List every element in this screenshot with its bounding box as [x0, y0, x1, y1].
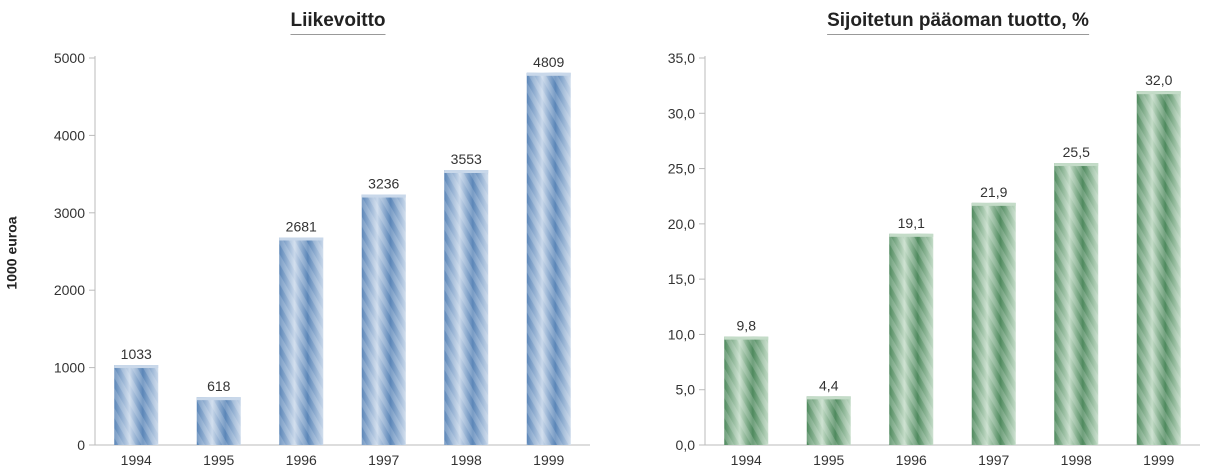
bar-top-edge [114, 365, 159, 369]
data-label: 1033 [121, 346, 152, 362]
y-tick-label: 4000 [54, 127, 85, 143]
chart-title: Liikevoitto [290, 10, 386, 35]
y-tick-label: 25,0 [668, 161, 695, 177]
bar-top-edge [526, 72, 571, 76]
y-tick-label: 15,0 [668, 271, 695, 287]
y-tick-label: 20,0 [668, 216, 695, 232]
data-label: 4,4 [819, 377, 839, 393]
data-label: 32,0 [1145, 72, 1172, 88]
bar-top-edge [806, 396, 851, 400]
bar-texture [279, 237, 324, 445]
bar-texture [361, 194, 406, 445]
x-tick-label: 1997 [978, 452, 1009, 468]
bar-top-edge [724, 336, 769, 340]
bar-texture [889, 233, 934, 445]
chart-title: Sijoitetun pääoman tuotto, % [827, 10, 1089, 35]
y-tick-label: 0 [77, 437, 85, 453]
bar-texture [1136, 91, 1181, 446]
data-label: 618 [207, 378, 231, 394]
data-label: 3553 [451, 151, 482, 167]
y-tick-label: 5000 [54, 50, 85, 66]
bar-top-edge [971, 202, 1016, 206]
bar-top-edge [1054, 163, 1099, 167]
data-label: 3236 [368, 176, 399, 192]
x-tick-label: 1996 [896, 452, 927, 468]
y-tick-label: 3000 [54, 205, 85, 221]
y-tick-label: 1000 [54, 360, 85, 376]
bar-texture [114, 365, 159, 445]
y-tick-label: 5,0 [676, 382, 696, 398]
bar-chart-liikevoitto: 0 1000 2000 3000 4000 5000 1033 1994 618 1995 2681… [54, 50, 590, 468]
y-tick-label: 2000 [54, 282, 85, 298]
data-label: 9,8 [737, 318, 757, 334]
bar-texture [806, 396, 851, 445]
bar-top-edge [279, 237, 324, 241]
data-label: 2681 [286, 218, 317, 234]
x-tick-label: 1999 [1143, 452, 1174, 468]
bar-texture [444, 169, 489, 445]
bar-top-edge [1136, 91, 1181, 95]
data-label: 19,1 [898, 215, 925, 231]
x-tick-label: 1998 [451, 452, 482, 468]
bar-texture [971, 202, 1016, 445]
x-tick-label: 1996 [286, 452, 317, 468]
x-tick-label: 1994 [121, 452, 152, 468]
y-tick-label: 35,0 [668, 50, 695, 66]
y-tick-label: 30,0 [668, 105, 695, 121]
x-tick-label: 1999 [533, 452, 564, 468]
data-label: 25,5 [1063, 144, 1090, 160]
bar-texture [196, 397, 241, 445]
bar-texture [724, 336, 769, 445]
bar-chart-paaoman-tuotto: 0,0 5,0 10,0 15,0 20,0 25,0 30,0 35,0 9,8 1994 4,4… [668, 50, 1200, 468]
bar-texture [526, 72, 571, 446]
y-tick-label: 0,0 [676, 437, 696, 453]
x-tick-label: 1997 [368, 452, 399, 468]
bar-top-edge [196, 397, 241, 401]
data-label: 4809 [533, 54, 564, 70]
bar-top-edge [361, 194, 406, 198]
data-label: 21,9 [980, 184, 1007, 200]
x-tick-label: 1995 [203, 452, 234, 468]
chart-panel-paaoman-tuotto: Sijoitetun pääoman tuotto, % 0,0 5,0 10,0 1… [610, 0, 1213, 470]
bar-top-edge [444, 169, 489, 173]
bar-texture [1054, 163, 1099, 446]
y-tick-label: 10,0 [668, 326, 695, 342]
x-tick-label: 1995 [813, 452, 844, 468]
chart-panel-liikevoitto: Liikevoitto 1000 euroa 0 1000 2000 3000 4000… [4, 10, 590, 468]
bar-top-edge [889, 233, 934, 237]
x-tick-label: 1994 [731, 452, 762, 468]
x-tick-label: 1998 [1061, 452, 1092, 468]
